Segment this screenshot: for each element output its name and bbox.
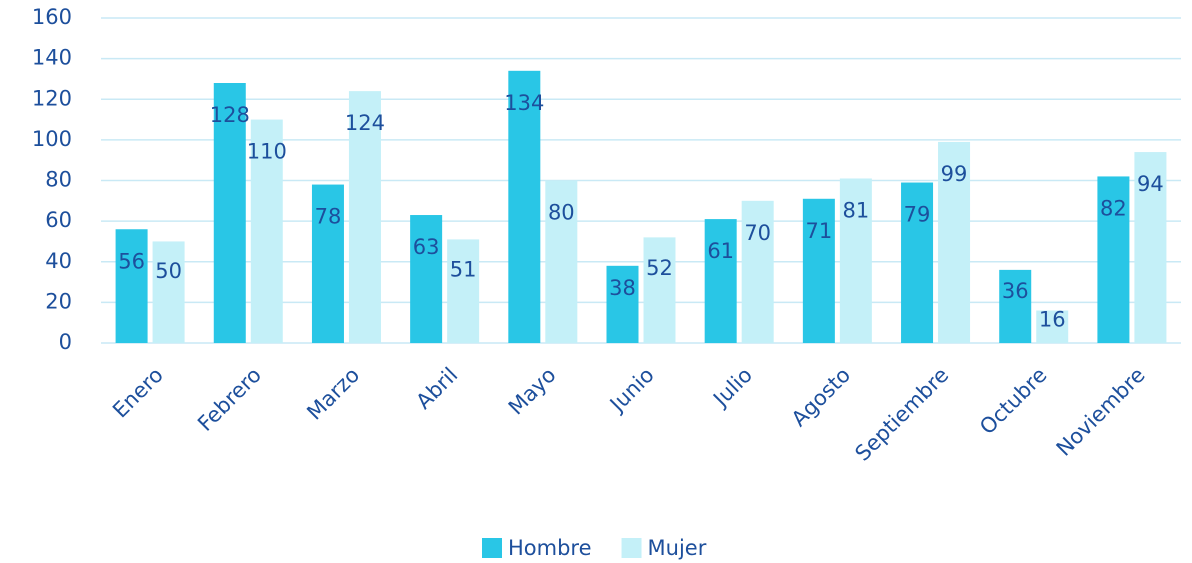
bar [447,239,480,343]
data-label: 71 [805,219,832,243]
bar [152,241,185,343]
y-tick-label: 0 [59,330,72,354]
data-label: 99 [941,162,968,186]
bar [999,269,1032,343]
data-label: 51 [450,257,477,281]
data-label: 110 [247,140,287,164]
y-tick-label: 40 [45,249,72,273]
data-label: 78 [315,205,342,229]
data-label: 38 [609,276,636,300]
legend-label: Hombre [508,536,592,560]
bar [250,119,283,343]
data-label: 16 [1039,307,1066,331]
bar [1036,310,1069,343]
legend-swatch [621,538,642,558]
x-tick-label: Mayo [504,363,561,420]
y-tick-label: 60 [45,208,72,232]
data-label: 94 [1137,172,1164,196]
data-label: 52 [646,256,673,280]
x-tick-label: Junio [604,363,659,418]
bar [1097,176,1130,343]
data-label: 124 [345,111,385,135]
y-tick-label: 100 [32,127,72,151]
data-label: 79 [904,203,931,227]
x-tick-label: Agosto [787,363,855,431]
y-tick-label: 140 [32,46,72,70]
bar [741,200,774,343]
x-tick-label: Abril [412,363,463,414]
legend-label: Mujer [648,536,707,560]
bar [704,219,737,343]
y-tick-label: 120 [32,86,72,110]
x-tick-label: Septiembre [850,363,953,466]
data-label: 70 [744,221,771,245]
x-tick-label: Febrero [193,363,266,436]
data-label: 50 [155,259,182,283]
data-label: 63 [413,235,440,259]
bar [1134,152,1167,343]
x-tick-label: Marzo [302,363,364,425]
x-tick-label: Julio [707,363,757,413]
data-label: 128 [210,103,250,127]
bar [348,91,381,343]
data-label: 56 [118,249,145,273]
x-tick-label: Octubre [975,363,1051,439]
data-label: 134 [504,91,544,115]
y-tick-label: 160 [32,5,72,29]
data-label: 82 [1100,196,1127,220]
bar [311,184,344,343]
bar [410,215,443,343]
bar [545,180,578,343]
y-tick-label: 80 [45,168,72,192]
bar [802,198,835,343]
bar [938,141,971,343]
bar [213,83,246,343]
bar [839,178,872,343]
data-label: 80 [548,201,575,225]
data-label: 61 [707,239,734,263]
y-tick-label: 20 [45,289,72,313]
data-label: 36 [1002,279,1029,303]
bar [901,182,934,343]
bar [643,237,676,343]
data-label: 81 [842,198,869,222]
bar [508,70,541,343]
bar [606,265,639,343]
bar [115,229,148,343]
x-tick-label: Enero [108,363,168,423]
x-tick-label: Noviembre [1052,363,1150,461]
legend-swatch [482,538,502,558]
